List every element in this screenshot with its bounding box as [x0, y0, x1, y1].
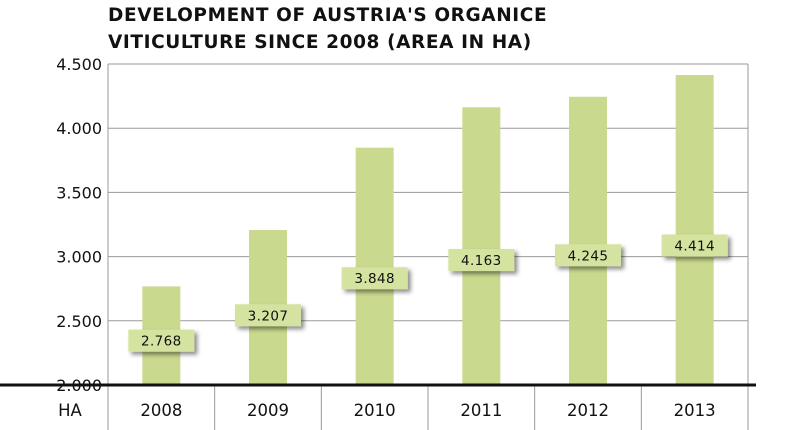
y-tick-label: 3.000	[56, 248, 102, 267]
value-label-2012: 4.245	[555, 244, 621, 267]
value-label-2008: 2.768	[128, 329, 195, 352]
chart-title: DEVELOPMENT OF AUSTRIA'S ORGANICE VITICU…	[108, 2, 628, 56]
y-tick-label: 2.500	[56, 312, 102, 331]
bar-2012	[569, 96, 607, 385]
value-label-box	[128, 329, 195, 352]
value-label-text: 2.768	[141, 334, 182, 350]
x-tick-label: 2013	[674, 401, 716, 420]
y-tick-label: 4.500	[56, 55, 102, 74]
value-label-box	[341, 267, 408, 290]
bar-2013	[675, 75, 714, 386]
y-tick-label: 4.000	[56, 119, 102, 138]
y-tick-label: 3.500	[56, 183, 102, 202]
value-label-2013: 4.414	[661, 234, 728, 257]
value-label-text: 4.245	[568, 248, 609, 264]
x-tick-label: 2009	[247, 401, 289, 420]
value-label-text: 3.207	[248, 308, 289, 324]
bar-2010	[355, 147, 394, 385]
value-label-box	[448, 249, 515, 272]
x-tick-label: 2012	[567, 401, 609, 420]
bar-2011	[462, 107, 501, 385]
value-label-text: 4.163	[461, 253, 502, 269]
value-label-text: 3.848	[354, 271, 395, 287]
value-label-2011: 4.163	[448, 249, 515, 272]
value-label-box	[555, 244, 621, 267]
value-label-text: 4.414	[674, 239, 715, 255]
x-tick-label: 2011	[460, 401, 502, 420]
value-label-box	[235, 304, 301, 327]
chart-title-line-1: DEVELOPMENT OF AUSTRIA'S ORGANICE	[108, 5, 548, 26]
value-label-2010: 3.848	[341, 267, 408, 290]
value-label-box	[661, 234, 728, 257]
x-tick-label: 2008	[140, 401, 182, 420]
chart-title-line-2: VITICULTURE SINCE 2008 (AREA IN HA)	[108, 32, 532, 53]
value-label-2009: 3.207	[235, 304, 301, 327]
x-tick-label: 2010	[354, 401, 396, 420]
x-axis-unit-label: HA	[58, 401, 82, 420]
